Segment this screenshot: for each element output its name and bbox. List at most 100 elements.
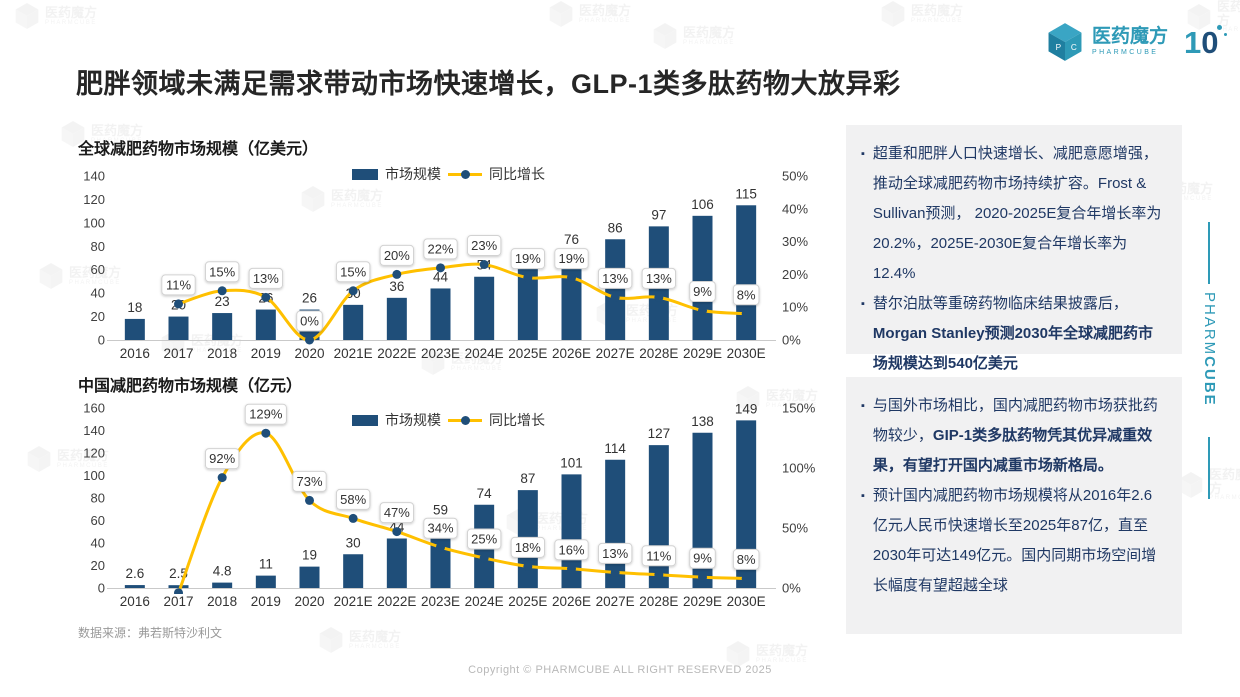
svg-text:20%: 20% — [384, 248, 410, 263]
svg-text:2018: 2018 — [207, 346, 237, 361]
svg-text:2024E: 2024E — [465, 594, 504, 609]
svg-text:2019: 2019 — [251, 346, 281, 361]
svg-text:140: 140 — [83, 169, 105, 184]
svg-text:2030E: 2030E — [727, 346, 766, 361]
svg-text:19: 19 — [302, 548, 317, 563]
svg-text:13%: 13% — [646, 271, 672, 286]
svg-text:11%: 11% — [166, 277, 191, 292]
insight-panel-global: ▪ 超重和肥胖人口快速增长、减肥意愿增强，推动全球减肥药物市场持续扩容。Frost… — [846, 125, 1182, 372]
svg-text:2028E: 2028E — [639, 346, 678, 361]
bullet-item: ▪ 替尔泊肽等重磅药物临床结果披露后，Morgan Stanley预测2030年全… — [861, 289, 1167, 379]
svg-text:2028E: 2028E — [639, 594, 678, 609]
svg-text:59: 59 — [433, 503, 448, 518]
bullet-marker: ▪ — [861, 148, 865, 160]
svg-text:114: 114 — [604, 441, 626, 456]
svg-text:13%: 13% — [602, 546, 628, 561]
svg-text:100: 100 — [83, 215, 105, 230]
svg-text:30%: 30% — [782, 234, 808, 249]
svg-text:150%: 150% — [782, 401, 816, 416]
legend-line-label: 同比增长 — [489, 166, 545, 182]
side-brand-bold: CUBE — [1201, 356, 1218, 407]
svg-text:80: 80 — [91, 239, 105, 254]
svg-text:40: 40 — [91, 286, 105, 301]
svg-text:11: 11 — [259, 557, 273, 572]
svg-text:115: 115 — [735, 186, 757, 201]
legend-bar-swatch — [352, 414, 378, 426]
svg-text:0: 0 — [98, 333, 105, 348]
svg-text:2021E: 2021E — [334, 346, 373, 361]
legend-bar-swatch — [352, 168, 378, 180]
svg-text:2030E: 2030E — [727, 594, 766, 609]
cube-icon: P C — [1048, 23, 1082, 61]
svg-text:15%: 15% — [340, 264, 366, 279]
svg-text:60: 60 — [91, 513, 105, 528]
svg-text:9%: 9% — [693, 284, 712, 299]
svg-text:76: 76 — [564, 232, 579, 247]
svg-text:74: 74 — [477, 486, 493, 501]
bullet-marker: ▪ — [861, 400, 865, 412]
side-brand-text: PHARMCUBE — [1201, 292, 1218, 407]
svg-text:120: 120 — [83, 192, 105, 207]
svg-text:92%: 92% — [209, 451, 235, 466]
svg-text:25%: 25% — [471, 532, 497, 547]
svg-text:2025E: 2025E — [508, 594, 547, 609]
svg-text:2027E: 2027E — [596, 346, 635, 361]
bullet-text: 超重和肥胖人口快速增长、减肥意愿增强，推动全球减肥药物市场持续扩容。Frost … — [872, 145, 1162, 282]
svg-text:23: 23 — [215, 294, 230, 309]
svg-text:8%: 8% — [737, 552, 756, 567]
svg-text:C: C — [1071, 43, 1077, 52]
svg-text:140: 140 — [83, 423, 105, 438]
svg-text:18: 18 — [127, 300, 142, 315]
svg-text:2016: 2016 — [120, 346, 150, 361]
svg-text:19%: 19% — [515, 251, 541, 266]
copyright: Copyright © PHARMCUBE ALL RIGHT RESERVED… — [468, 664, 772, 676]
svg-text:0%: 0% — [782, 581, 801, 596]
svg-text:2017: 2017 — [163, 346, 193, 361]
anniversary-badge: 10 — [1184, 24, 1227, 58]
svg-text:80: 80 — [91, 491, 105, 506]
svg-text:23%: 23% — [471, 238, 497, 253]
legend-line-dot — [461, 169, 470, 179]
chart-1-title: 全球减肥药物市场规模（亿美元） — [78, 141, 319, 158]
svg-text:97: 97 — [651, 207, 666, 222]
logo-text: 医药魔方 — [1092, 26, 1169, 48]
svg-text:106: 106 — [691, 197, 714, 212]
svg-text:50%: 50% — [782, 169, 808, 184]
svg-text:2023E: 2023E — [421, 594, 460, 609]
svg-text:2020: 2020 — [294, 346, 324, 361]
svg-text:34%: 34% — [427, 521, 453, 536]
svg-text:18%: 18% — [515, 540, 541, 555]
svg-text:138: 138 — [691, 414, 714, 429]
bullet-text: 与国外市场相比，国内减肥药物市场获批药物较少，GIP-1类多肽药物凭其优异减重效… — [872, 397, 1158, 474]
svg-text:120: 120 — [83, 446, 105, 461]
svg-text:73%: 73% — [296, 474, 322, 489]
side-rule-top — [1208, 222, 1210, 284]
svg-text:100%: 100% — [782, 461, 816, 476]
svg-text:87: 87 — [520, 471, 535, 486]
svg-text:2019: 2019 — [251, 594, 281, 609]
svg-text:2022E: 2022E — [377, 346, 416, 361]
svg-text:44: 44 — [433, 269, 449, 284]
svg-text:127: 127 — [648, 426, 671, 441]
insight-panel-china: ▪ 与国外市场相比，国内减肥药物市场获批药物较少，GIP-1类多肽药物凭其优异减重… — [846, 377, 1182, 634]
bullet-item: ▪ 超重和肥胖人口快速增长、减肥意愿增强，推动全球减肥药物市场持续扩容。Frost… — [861, 139, 1167, 289]
logo-subtext: PHARMCUBE — [1092, 49, 1159, 57]
legend-bar-label: 市场规模 — [385, 412, 441, 428]
side-brand-light: PHARM — [1201, 292, 1218, 357]
svg-text:4.8: 4.8 — [213, 564, 232, 579]
svg-text:58%: 58% — [340, 492, 366, 507]
bullet-text: 预计国内减肥药物市场规模将从2016年2.6亿元人民币快速增长至2025年87亿… — [872, 487, 1157, 594]
svg-text:2026E: 2026E — [552, 346, 591, 361]
svg-text:10%: 10% — [782, 300, 808, 315]
svg-text:22%: 22% — [427, 241, 453, 256]
bullet-item: ▪ 与国外市场相比，国内减肥药物市场获批药物较少，GIP-1类多肽药物凭其优异减重… — [861, 391, 1167, 481]
svg-text:2025E: 2025E — [508, 346, 547, 361]
svg-text:2021E: 2021E — [334, 594, 373, 609]
svg-text:30: 30 — [346, 535, 361, 550]
svg-text:0: 0 — [98, 581, 105, 596]
svg-text:2022E: 2022E — [377, 594, 416, 609]
